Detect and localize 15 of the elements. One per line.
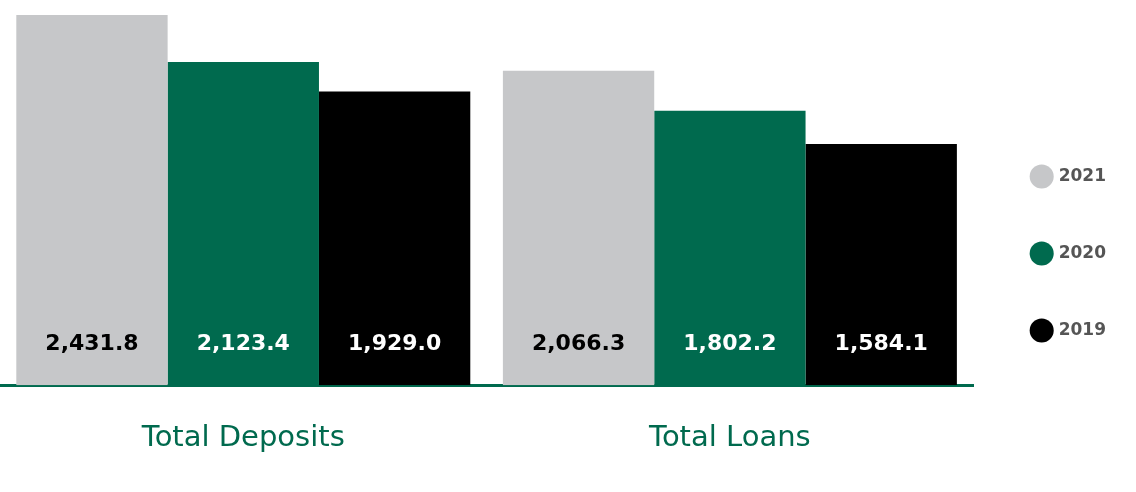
bar bbox=[502, 70, 655, 386]
bar bbox=[16, 15, 168, 386]
bar bbox=[805, 144, 957, 386]
data-label: 2,431.8 bbox=[45, 329, 139, 355]
data-label: 2,066.3 bbox=[531, 329, 626, 355]
x-tick-label: Total Deposits bbox=[140, 419, 345, 454]
data-label: 1,929.0 bbox=[347, 329, 442, 355]
legend-label: 2021 bbox=[1058, 164, 1107, 185]
legend-label: 2020 bbox=[1058, 241, 1107, 262]
data-label: 1,584.1 bbox=[834, 329, 928, 355]
data-label: 2,123.4 bbox=[196, 329, 290, 355]
x-tick-label: Total Loans bbox=[648, 419, 811, 454]
legend-label: 2019 bbox=[1058, 318, 1107, 339]
bar bbox=[318, 91, 471, 386]
data-label: 1,802.2 bbox=[683, 329, 777, 355]
